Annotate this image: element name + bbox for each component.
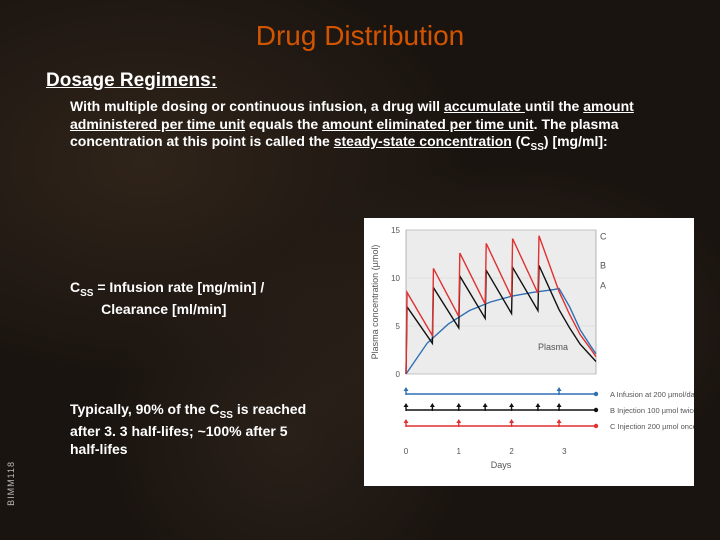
subscript: SS (80, 288, 93, 299)
svg-text:1: 1 (457, 447, 462, 456)
svg-text:C: C (600, 232, 607, 242)
note-block: Typically, 90% of the CSS is reached aft… (70, 400, 320, 458)
subscript: SS (531, 142, 544, 153)
text: until the (525, 98, 583, 114)
svg-text:C Injection 200 µmol once dail: C Injection 200 µmol once daily (610, 422, 694, 431)
svg-text:0: 0 (404, 447, 409, 456)
svg-text:Plasma concentration (µmol): Plasma concentration (µmol) (370, 245, 380, 360)
subscript: SS (220, 410, 233, 421)
svg-text:B Injection 100 µmol twice dai: B Injection 100 µmol twice daily (610, 406, 694, 415)
svg-text:2: 2 (509, 447, 514, 456)
svg-text:15: 15 (391, 226, 400, 235)
text: Clearance [ml/min] (101, 301, 226, 317)
text-underline: amount eliminated per time unit (322, 116, 534, 132)
text: = Infusion rate [mg/min] / (93, 279, 264, 295)
page-title: Drug Distribution (0, 0, 720, 52)
svg-text:A: A (600, 281, 606, 291)
section-subtitle: Dosage Regimens: (0, 52, 720, 98)
text-underline: accumulate (444, 98, 525, 114)
concentration-chart: 051015Plasma concentration (µmol)CBAPlas… (364, 218, 694, 486)
course-code: BIMM118 (6, 461, 16, 506)
chart-svg: 051015Plasma concentration (µmol)CBAPlas… (364, 218, 694, 486)
svg-text:A Infusion at 200 µmol/day: A Infusion at 200 µmol/day (610, 390, 694, 399)
paragraph: With multiple dosing or continuous infus… (0, 98, 720, 154)
svg-text:Days: Days (491, 460, 512, 470)
formula-block: CSS = Infusion rate [mg/min] / Clearance… (70, 278, 320, 318)
text: With multiple dosing or continuous infus… (70, 98, 444, 114)
svg-text:Plasma: Plasma (538, 342, 568, 352)
svg-text:B: B (600, 260, 606, 270)
text: equals the (245, 116, 322, 132)
svg-text:5: 5 (396, 322, 401, 331)
text: C (70, 279, 80, 295)
svg-text:0: 0 (396, 370, 401, 379)
svg-text:10: 10 (391, 274, 400, 283)
text: ) [mg/ml]: (544, 133, 608, 149)
text: Typically, 90% of the C (70, 401, 220, 417)
text-underline: steady-state concentration (334, 133, 512, 149)
svg-text:3: 3 (562, 447, 567, 456)
text: (C (512, 133, 531, 149)
